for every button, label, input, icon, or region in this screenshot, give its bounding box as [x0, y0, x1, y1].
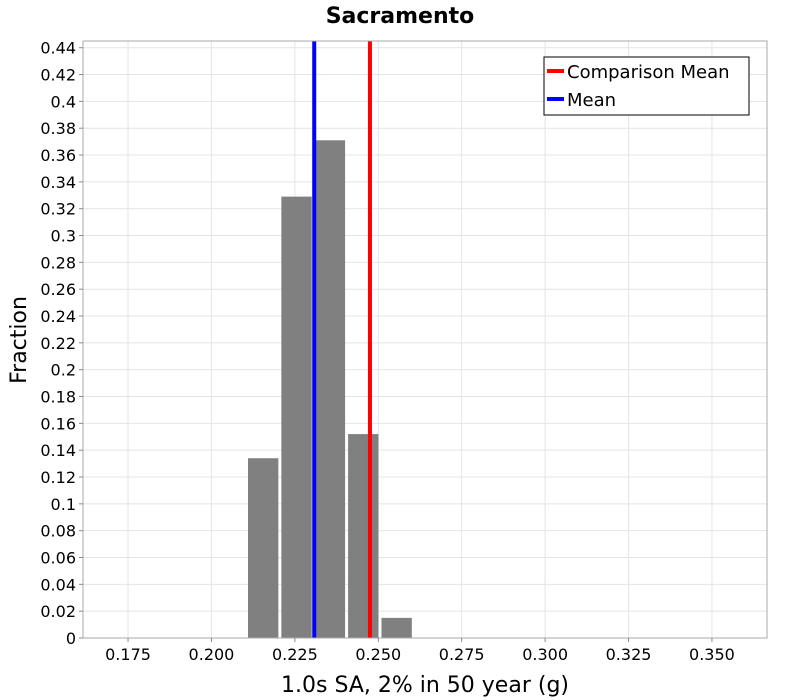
x-tick-label: 0.225	[272, 645, 318, 664]
legend-label: Mean	[567, 90, 616, 111]
x-tick-label: 0.200	[189, 645, 235, 664]
histogram-bar	[381, 617, 412, 638]
histogram-bar	[314, 140, 346, 638]
x-tick-label: 0.250	[355, 645, 401, 664]
histogram-bar	[348, 434, 379, 638]
y-tick-label: 0.14	[40, 441, 76, 460]
x-axis-label: 1.0s SA, 2% in 50 year (g)	[281, 673, 569, 698]
y-tick-label: 0.42	[40, 66, 76, 85]
x-tick-label: 0.300	[522, 645, 568, 664]
y-axis-ticks: 0 0.02 0.04 0.06 0.08 0.1 0.12 0.14 0.16 0.18 0.2 0…	[40, 39, 83, 648]
y-tick-label: 0.12	[40, 468, 76, 487]
y-tick-label: 0.4	[51, 92, 76, 111]
y-tick-label: 0.34	[40, 173, 76, 192]
x-tick-label: 0.350	[689, 645, 735, 664]
y-tick-label: 0.06	[40, 549, 76, 568]
chart-title: Sacramento	[326, 4, 475, 29]
y-tick-label: 0.24	[40, 307, 76, 326]
y-tick-label: 0.2	[51, 361, 76, 380]
histogram-bar	[247, 458, 279, 638]
x-tick-label: 0.175	[105, 645, 151, 664]
histogram-bars	[247, 140, 412, 638]
y-tick-label: 0.3	[51, 227, 76, 246]
y-tick-label: 0.38	[40, 119, 76, 138]
mean-lines	[312, 41, 372, 638]
y-tick-label: 0.16	[40, 414, 76, 433]
y-tick-label: 0.36	[40, 146, 76, 165]
y-tick-label: 0.26	[40, 280, 76, 299]
y-axis-label: Fraction	[7, 296, 32, 384]
y-tick-label: 0.32	[40, 200, 76, 219]
legend-label: Comparison Mean	[567, 62, 730, 83]
y-tick-label: 0.18	[40, 388, 76, 407]
x-axis-ticks: 0.175 0.200 0.225 0.250 0.275 0.300 0.325 0.350	[105, 638, 735, 664]
legend: Comparison Mean Mean	[543, 56, 750, 116]
y-tick-label: 0.28	[40, 253, 76, 272]
y-tick-label: 0.04	[40, 575, 76, 594]
y-tick-label: 0.08	[40, 522, 76, 541]
y-tick-label: 0	[66, 629, 76, 648]
x-tick-label: 0.275	[439, 645, 485, 664]
y-tick-label: 0.44	[40, 39, 76, 58]
y-tick-label: 0.22	[40, 334, 76, 353]
legend-box	[543, 56, 750, 116]
y-tick-label: 0.1	[51, 495, 76, 514]
y-tick-label: 0.02	[40, 602, 76, 621]
histogram-bar	[281, 196, 312, 638]
x-tick-label: 0.325	[606, 645, 652, 664]
plot-frame	[82, 40, 768, 639]
